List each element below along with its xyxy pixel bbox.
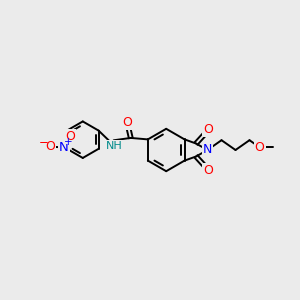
Text: O: O — [122, 116, 132, 129]
Text: O: O — [255, 141, 265, 154]
Text: O: O — [203, 164, 213, 176]
Text: −: − — [39, 136, 49, 149]
Text: O: O — [65, 130, 75, 143]
Text: N: N — [59, 141, 69, 154]
Text: O: O — [46, 140, 56, 153]
Text: NH: NH — [106, 141, 123, 151]
Text: +: + — [64, 137, 73, 147]
Text: O: O — [203, 124, 213, 136]
Text: N: N — [203, 143, 212, 157]
